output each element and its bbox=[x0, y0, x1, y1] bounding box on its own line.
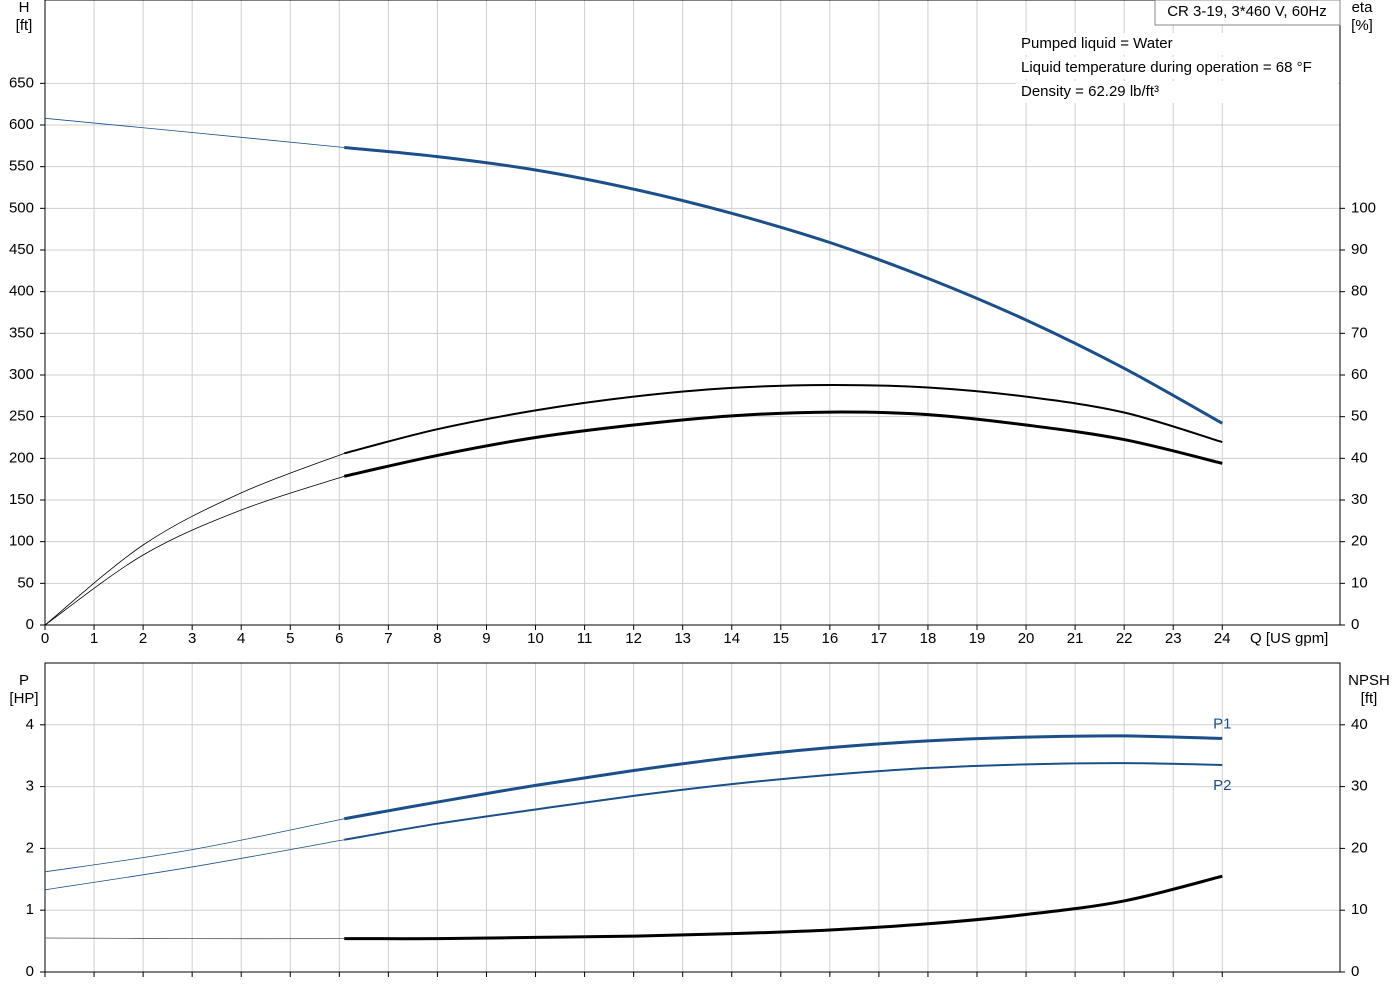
info-box bbox=[1154, 0, 1341, 26]
x-tick-label: 12 bbox=[625, 630, 642, 647]
y-tick-label: 300 bbox=[9, 366, 34, 383]
x-tick-label: 14 bbox=[723, 630, 740, 647]
y-tick-label: 150 bbox=[9, 491, 34, 508]
y2-tick-label: 10 bbox=[1351, 901, 1368, 918]
plot-frame bbox=[44, 0, 1341, 626]
curve bbox=[344, 874, 1223, 941]
info-line: Density = 62.29 lb/ft³ bbox=[1021, 83, 1159, 100]
y-tick-label: 2 bbox=[26, 839, 34, 856]
y-tick-label: 600 bbox=[9, 116, 34, 133]
x-tick-label: 1 bbox=[90, 630, 98, 647]
y-axis-label: [ft] bbox=[16, 17, 33, 34]
x-tick-label: 2 bbox=[139, 630, 147, 647]
y-tick-label: 250 bbox=[9, 408, 34, 425]
y2-tick-label: 20 bbox=[1351, 533, 1368, 550]
info-line: Pumped liquid = Water bbox=[1021, 35, 1173, 52]
y-tick-label: 650 bbox=[9, 74, 34, 91]
series-label: P1 bbox=[1213, 715, 1231, 732]
x-tick-label: 16 bbox=[822, 630, 839, 647]
curve bbox=[44, 839, 345, 891]
info-bg bbox=[1016, 81, 1338, 103]
x-tick-label: 4 bbox=[237, 630, 245, 647]
y2-axis-label: [ft] bbox=[1361, 690, 1378, 707]
x-tick-label: 11 bbox=[577, 630, 593, 647]
x-tick-label: 24 bbox=[1214, 630, 1231, 647]
y2-tick-label: 0 bbox=[1351, 963, 1359, 980]
curve bbox=[344, 762, 1223, 841]
y-tick-label: 500 bbox=[9, 199, 34, 216]
y-tick-label: 4 bbox=[26, 716, 34, 733]
y2-tick-label: 30 bbox=[1351, 778, 1368, 795]
x-tick-label: 13 bbox=[674, 630, 691, 647]
curve bbox=[343, 383, 1223, 455]
y2-tick-label: 0 bbox=[1351, 616, 1359, 633]
y-tick-label: 3 bbox=[26, 778, 34, 795]
y2-axis-label: NPSH bbox=[1348, 672, 1390, 689]
y2-axis-label: [%] bbox=[1351, 17, 1373, 34]
y-axis-label: P bbox=[19, 672, 29, 689]
x-tick-label: 20 bbox=[1018, 630, 1035, 647]
curve bbox=[343, 410, 1223, 478]
curve bbox=[44, 818, 345, 873]
x-axis-label: Q [US gpm] bbox=[1250, 630, 1328, 647]
y2-tick-label: 100 bbox=[1351, 199, 1376, 216]
y2-tick-label: 80 bbox=[1351, 283, 1368, 300]
y-axis-label: [HP] bbox=[9, 690, 38, 707]
x-tick-label: 7 bbox=[384, 630, 392, 647]
y-tick-label: 200 bbox=[9, 449, 34, 466]
y-tick-label: 100 bbox=[9, 533, 34, 550]
x-tick-label: 19 bbox=[969, 630, 986, 647]
curve bbox=[44, 452, 345, 626]
x-tick-label: 22 bbox=[1116, 630, 1133, 647]
x-tick-label: 6 bbox=[335, 630, 343, 647]
x-tick-label: 3 bbox=[188, 630, 196, 647]
x-tick-label: 8 bbox=[433, 630, 441, 647]
series-label: P2 bbox=[1213, 777, 1231, 794]
info-bg bbox=[1016, 57, 1338, 79]
x-tick-label: 15 bbox=[772, 630, 789, 647]
x-tick-label: 18 bbox=[920, 630, 937, 647]
x-tick-label: 17 bbox=[871, 630, 888, 647]
plot-frame bbox=[44, 662, 1341, 973]
y2-tick-label: 40 bbox=[1351, 449, 1368, 466]
y-tick-label: 450 bbox=[9, 241, 34, 258]
y-tick-label: 400 bbox=[9, 283, 34, 300]
x-tick-label: 5 bbox=[286, 630, 294, 647]
y-tick-label: 0 bbox=[26, 616, 34, 633]
y2-tick-label: 70 bbox=[1351, 324, 1368, 341]
y-axis-label: H bbox=[19, 0, 30, 16]
y2-tick-label: 40 bbox=[1351, 716, 1368, 733]
curve bbox=[44, 475, 345, 626]
y2-tick-label: 60 bbox=[1351, 366, 1368, 383]
info-line: Liquid temperature during operation = 68… bbox=[1021, 59, 1312, 76]
y-tick-label: 50 bbox=[17, 574, 34, 591]
y2-tick-label: 50 bbox=[1351, 408, 1368, 425]
y2-axis-label: eta bbox=[1352, 0, 1374, 16]
x-tick-label: 10 bbox=[527, 630, 544, 647]
y-tick-label: 350 bbox=[9, 324, 34, 341]
x-tick-label: 0 bbox=[41, 630, 49, 647]
info-bg bbox=[1016, 33, 1338, 55]
curve bbox=[44, 117, 345, 148]
y2-tick-label: 30 bbox=[1351, 491, 1368, 508]
y2-tick-label: 10 bbox=[1351, 574, 1368, 591]
y2-tick-label: 20 bbox=[1351, 839, 1368, 856]
y-tick-label: 1 bbox=[26, 901, 34, 918]
curve bbox=[44, 937, 345, 940]
x-tick-label: 23 bbox=[1165, 630, 1182, 647]
info-title: CR 3-19, 3*460 V, 60Hz bbox=[1167, 3, 1327, 20]
x-tick-label: 21 bbox=[1067, 630, 1084, 647]
y-tick-label: 0 bbox=[26, 963, 34, 980]
x-tick-label: 9 bbox=[482, 630, 490, 647]
curve bbox=[343, 734, 1223, 821]
y-tick-label: 550 bbox=[9, 158, 34, 175]
curve bbox=[344, 146, 1224, 425]
y2-tick-label: 90 bbox=[1351, 241, 1368, 258]
